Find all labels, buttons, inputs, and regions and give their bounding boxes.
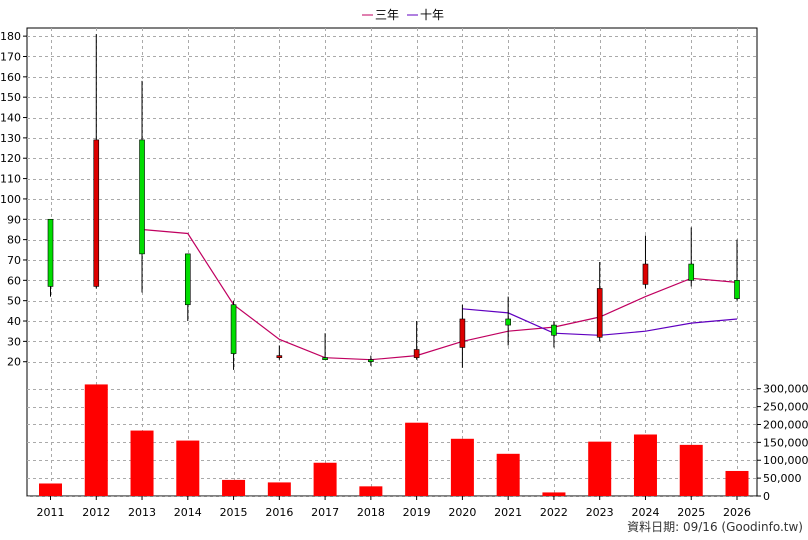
price-axis: 20 30 40 50 60 70 80 90 100 110 120 130 140 150 160 170… (0, 30, 27, 369)
volume-bar (313, 462, 337, 496)
volume-bar (542, 492, 566, 496)
x-tick-label: 2018 (357, 506, 385, 519)
volume-bar (496, 453, 520, 496)
volume-tick-label: 250,000 (763, 401, 808, 414)
x-tick-label: 2015 (220, 506, 248, 519)
volume-bar (725, 470, 749, 496)
volume-bars (39, 384, 749, 496)
price-tick-label: 60 (7, 274, 21, 287)
x-tick-label: 2012 (82, 506, 110, 519)
candle-body (47, 218, 54, 287)
legend-label-3y: 三年 (375, 8, 399, 22)
x-tick-label: 2025 (677, 506, 705, 519)
candle-body (368, 359, 374, 362)
price-tick-label: 170 (0, 50, 21, 63)
candle-body (596, 288, 603, 338)
volume-tick-label: 50,000 (763, 472, 802, 485)
price-tick-label: 150 (0, 91, 21, 104)
volume-bar (679, 444, 703, 496)
plot-frame (26, 27, 758, 497)
volume-tick-label: 200,000 (763, 418, 808, 431)
x-tick-label: 2022 (540, 506, 568, 519)
candle-body (93, 139, 100, 287)
candle-body (642, 263, 649, 285)
ma-line (141, 228, 738, 361)
price-tick-label: 100 (0, 193, 21, 206)
volume-tick-label: 150,000 (763, 436, 808, 449)
legend-label-10y: 十年 (420, 8, 444, 22)
volume-tick-label: 0 (763, 490, 770, 503)
x-tick-label: 2016 (265, 506, 293, 519)
volume-bar (359, 486, 383, 496)
grid (27, 28, 757, 497)
x-tick-label: 2011 (37, 506, 65, 519)
x-tick-label: 2024 (631, 506, 659, 519)
volume-bar (222, 479, 246, 496)
x-tick-label: 2023 (586, 506, 614, 519)
price-tick-label: 120 (0, 152, 21, 165)
price-tick-label: 50 (7, 295, 21, 308)
volume-bar (267, 482, 291, 496)
candle-body (734, 280, 740, 299)
price-tick-label: 180 (0, 30, 21, 43)
price-tick-label: 140 (0, 112, 21, 125)
footer-source: 資料日期: 09/16 (Goodinfo.tw) (627, 520, 803, 534)
price-tick-label: 20 (7, 356, 21, 369)
x-tick-label: 2014 (174, 506, 202, 519)
candle-body (230, 304, 237, 354)
volume-tick-label: 300,000 (763, 383, 808, 396)
x-tick-label: 2026 (723, 506, 751, 519)
x-tick-label: 2013 (128, 506, 156, 519)
volume-bar (450, 438, 474, 496)
volume-bar (130, 430, 154, 496)
price-tick-label: 30 (7, 335, 21, 348)
x-tick-label: 2017 (311, 506, 339, 519)
candle-body (505, 318, 511, 326)
volume-bar (176, 440, 200, 496)
price-tick-label: 90 (7, 213, 21, 226)
candle-body (551, 324, 557, 336)
price-tick-label: 40 (7, 315, 21, 328)
candle-body (413, 349, 420, 358)
volume-bar (84, 384, 108, 496)
volume-tick-label: 100,000 (763, 454, 808, 467)
volume-bar (633, 434, 657, 496)
x-axis: 2011 2012 2013 2014 2015 2016 2017 2018 2019 2020… (37, 496, 751, 519)
volume-bar (588, 441, 612, 496)
candle-body (276, 355, 283, 358)
volume-bar (39, 483, 62, 496)
price-tick-label: 130 (0, 132, 21, 145)
candlesticks (47, 34, 740, 370)
price-tick-label: 70 (7, 254, 21, 267)
candle-body (688, 263, 695, 281)
x-tick-label: 2019 (403, 506, 431, 519)
candle-body (322, 357, 328, 360)
volume-bar (405, 422, 429, 496)
price-tick-label: 80 (7, 234, 21, 247)
candle-body (185, 253, 191, 306)
candle-body (459, 318, 466, 348)
x-tick-label: 2021 (494, 506, 522, 519)
candle-body (139, 139, 145, 255)
volume-axis: 0 50,000 100,000 150,000 200,000 250,000 300,0… (757, 383, 808, 503)
price-tick-label: 160 (0, 71, 21, 84)
x-tick-label: 2020 (448, 506, 476, 519)
price-tick-label: 110 (0, 173, 21, 186)
legend: 三年 十年 (362, 8, 444, 22)
